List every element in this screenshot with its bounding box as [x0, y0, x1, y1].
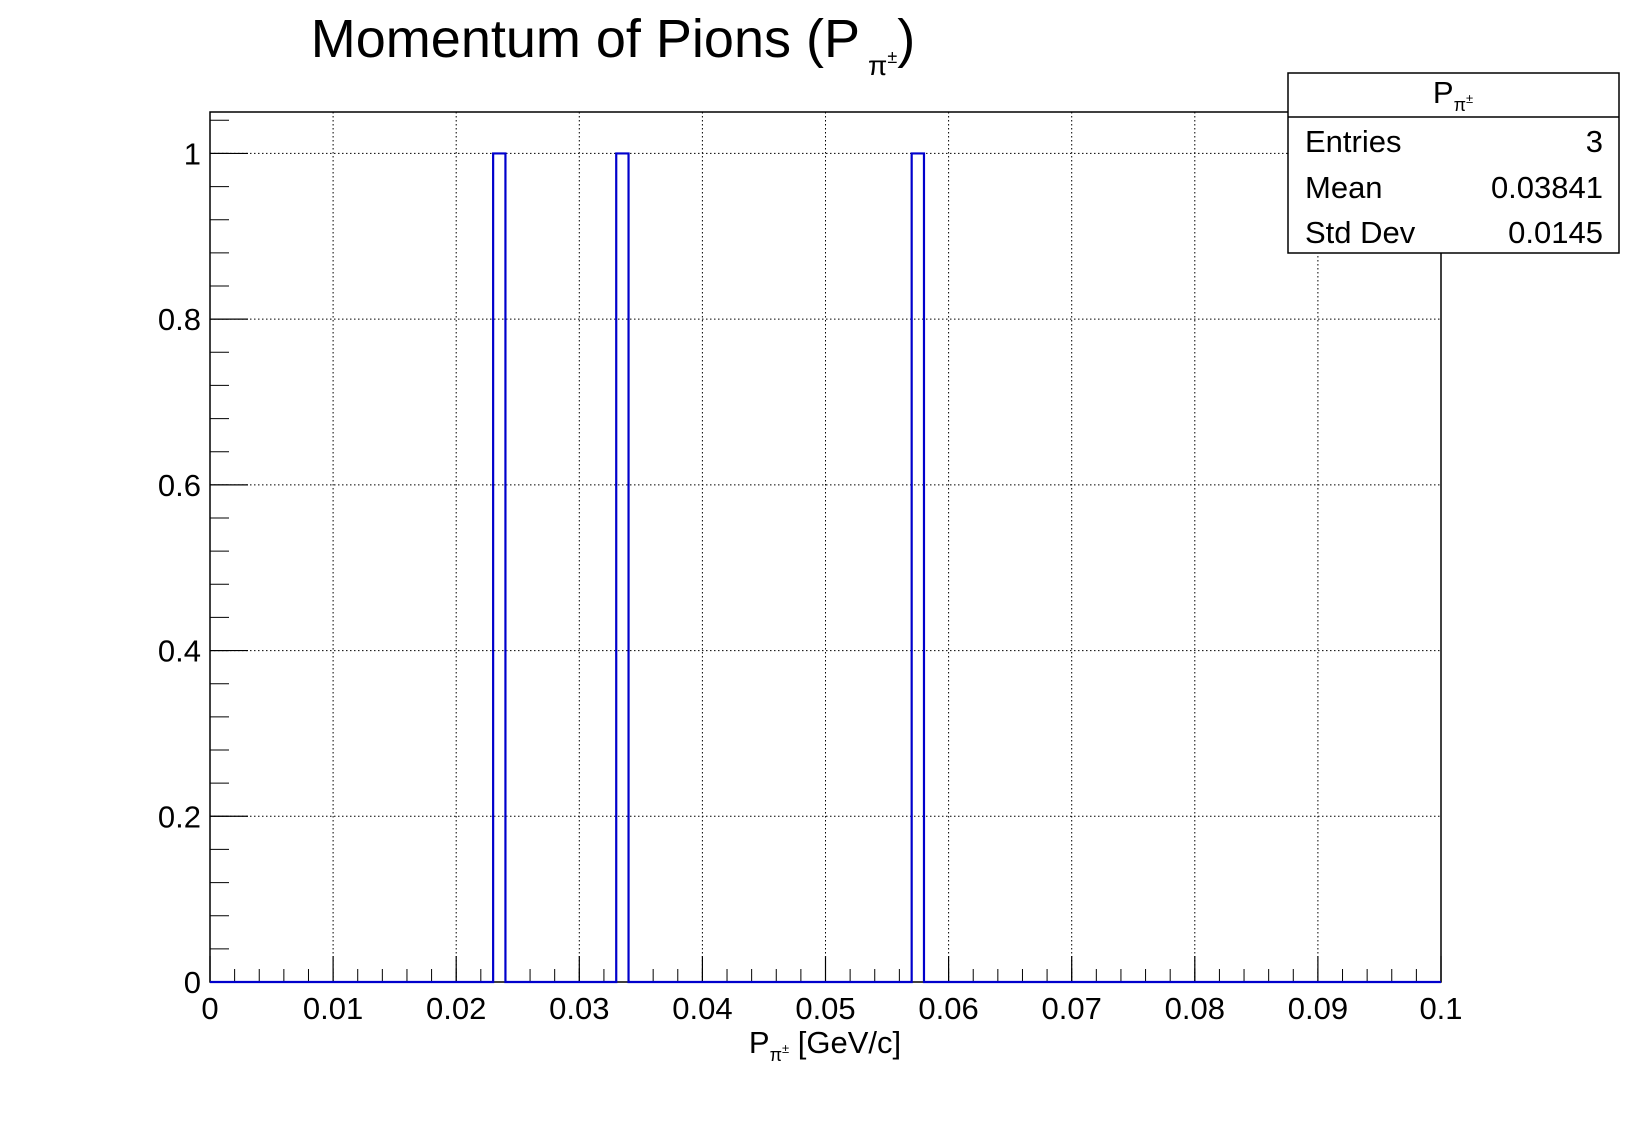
stats-mean-value: 0.03841	[1491, 170, 1603, 205]
chart-title: Momentum of Pions (P π±)	[311, 9, 915, 81]
x-axis-title-main: P	[749, 1025, 770, 1060]
stats-mean-label: Mean	[1305, 170, 1383, 205]
y-tick-label: 0.4	[158, 634, 201, 669]
stats-box: Pπ± Entries 3 Mean 0.03841 Std Dev 0.014…	[1287, 72, 1620, 254]
chart-title-sub: π	[868, 50, 887, 81]
x-tick-label: 0.1	[1419, 991, 1462, 1026]
stats-box-title: Pπ±	[1433, 75, 1473, 115]
histogram-bin	[616, 153, 628, 982]
x-tick-label: 0	[201, 991, 218, 1026]
y-tick-label: 0.6	[158, 468, 201, 503]
x-tick-label: 0.01	[303, 991, 363, 1026]
x-tick-label: 0.02	[426, 991, 486, 1026]
chart-title-close: )	[897, 9, 915, 69]
stats-stddev-value: 0.0145	[1508, 215, 1603, 250]
x-tick-label: 0.09	[1288, 991, 1348, 1026]
x-axis-title-rest: [GeV/c]	[789, 1025, 901, 1060]
stats-box-title-sup: ±	[1466, 91, 1473, 106]
x-tick-label: 0.03	[549, 991, 609, 1026]
x-tick-label: 0.05	[795, 991, 855, 1026]
histogram-bin	[912, 153, 924, 982]
histogram-outline	[210, 152, 1441, 984]
histogram-bin	[493, 153, 505, 982]
chart-title-main: Momentum of Pions (P	[311, 9, 860, 69]
x-tick-label: 0.07	[1042, 991, 1102, 1026]
y-tick-labels: 0 0.2 0.4 0.6 0.8 1	[158, 136, 201, 1000]
stats-box-title-sub: π	[1454, 95, 1466, 115]
plot-frame	[209, 111, 1442, 983]
x-tick-label: 0.06	[918, 991, 978, 1026]
x-tick-labels: 0 0.01 0.02 0.03 0.04 0.05 0.06 0.07 0.08 0.09 0.1	[201, 991, 1462, 1026]
y-tick-label: 1	[184, 136, 201, 171]
x-tick-label: 0.08	[1165, 991, 1225, 1026]
x-tick-label: 0.04	[672, 991, 732, 1026]
y-tick-label: 0.8	[158, 302, 201, 337]
grid	[210, 112, 1441, 982]
y-tick-label: 0	[184, 965, 201, 1000]
x-axis-title: Pπ± [GeV/c]	[749, 1025, 901, 1065]
y-tick-label: 0.2	[158, 799, 201, 834]
x-axis-title-sup: ±	[782, 1041, 789, 1056]
histogram-bins	[210, 152, 1441, 984]
chart-title-sup: ±	[887, 47, 897, 67]
x-axis-title-sub: π	[770, 1045, 782, 1065]
stats-entries-label: Entries	[1305, 124, 1401, 159]
stats-box-title-main: P	[1433, 75, 1454, 110]
stats-entries-value: 3	[1586, 124, 1603, 159]
stats-box-frame	[1287, 72, 1620, 254]
stats-stddev-label: Std Dev	[1305, 215, 1416, 250]
